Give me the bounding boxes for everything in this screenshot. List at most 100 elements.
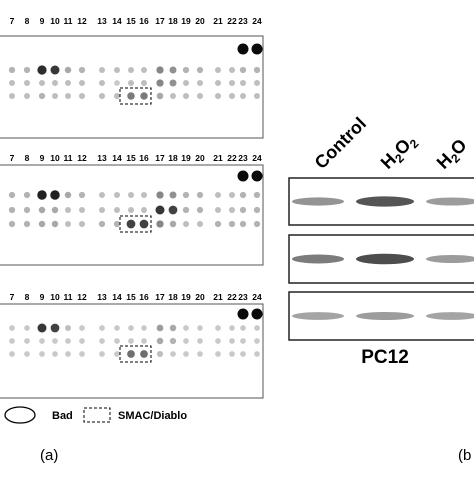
spot	[240, 338, 246, 344]
spot	[169, 191, 177, 199]
column-number: 23	[238, 153, 248, 163]
cell-line: PC12	[361, 347, 409, 368]
smac-box	[119, 87, 152, 105]
spot	[9, 80, 15, 86]
column-number: 10	[50, 292, 60, 302]
spot	[214, 220, 222, 228]
spot	[240, 325, 246, 331]
spot	[253, 191, 261, 199]
column-number: 15	[126, 16, 136, 26]
column-number: 24	[252, 153, 262, 163]
spot	[170, 93, 176, 99]
spot	[52, 80, 58, 86]
spot	[65, 207, 71, 213]
panel-label-a: (a)	[40, 447, 58, 464]
spot	[8, 66, 16, 74]
column-number: 18	[168, 153, 178, 163]
spot	[37, 323, 47, 333]
column-number: 24	[252, 16, 262, 26]
spot	[37, 190, 47, 200]
spot	[197, 221, 203, 227]
column-number: 14	[112, 292, 122, 302]
spot	[155, 205, 165, 215]
spot	[114, 80, 120, 86]
spot	[169, 220, 177, 228]
spot	[24, 93, 30, 99]
column-number: 8	[25, 16, 30, 26]
column-number: 11	[64, 153, 73, 163]
smac-box	[119, 215, 152, 233]
spot	[78, 66, 86, 74]
spot	[23, 66, 31, 74]
spot	[52, 351, 58, 357]
column-number: 24	[252, 292, 262, 302]
blot-frame	[288, 177, 474, 226]
array-membrane	[0, 35, 264, 139]
spot	[8, 206, 16, 214]
column-number: 22	[227, 16, 237, 26]
spot	[65, 221, 71, 227]
spot	[229, 192, 235, 198]
blot-band	[426, 312, 474, 320]
spot	[64, 66, 72, 74]
spot	[183, 93, 189, 99]
spot	[182, 206, 190, 214]
column-number: 10	[50, 153, 60, 163]
spot	[183, 351, 189, 357]
spot	[65, 93, 71, 99]
spot	[79, 338, 85, 344]
blot-frame	[288, 291, 474, 341]
spot	[65, 325, 71, 331]
spot	[156, 324, 164, 332]
spot	[182, 191, 190, 199]
spot	[183, 325, 189, 331]
spot	[156, 337, 164, 345]
legend-bad: Bad	[52, 410, 73, 422]
blot-band	[292, 254, 344, 264]
spot	[128, 207, 134, 213]
column-number: 20	[195, 153, 205, 163]
spot	[197, 80, 203, 86]
spot	[114, 207, 120, 213]
spot	[39, 80, 45, 86]
spot	[114, 192, 120, 198]
spot	[24, 80, 30, 86]
spot	[254, 325, 260, 331]
panel-label-b: (b	[458, 447, 471, 464]
spot	[196, 66, 204, 74]
spot	[169, 324, 177, 332]
column-number: 14	[112, 16, 122, 26]
spot	[196, 206, 204, 214]
spot	[127, 92, 135, 100]
blot-band	[426, 197, 474, 206]
spot	[79, 93, 85, 99]
spot	[141, 192, 147, 198]
column-number: 7	[10, 292, 15, 302]
spot	[65, 338, 71, 344]
spot	[253, 66, 261, 74]
spot	[9, 93, 15, 99]
spot	[215, 207, 221, 213]
legend-smac: SMAC/Diablo	[118, 410, 187, 422]
spot	[141, 80, 147, 86]
spot	[37, 65, 47, 75]
column-number: 16	[139, 292, 149, 302]
column-number: 14	[112, 153, 122, 163]
column-number: 21	[213, 153, 223, 163]
spot	[229, 325, 235, 331]
spot	[79, 221, 85, 227]
column-number: 23	[238, 292, 248, 302]
spot	[114, 93, 120, 99]
spot	[239, 220, 247, 228]
spot	[251, 43, 263, 55]
spot	[237, 308, 249, 320]
blot-band	[356, 312, 414, 320]
spot	[38, 206, 46, 214]
spot	[24, 325, 30, 331]
spot	[240, 93, 246, 99]
spot	[51, 220, 59, 228]
column-number: 17	[155, 292, 165, 302]
spot	[215, 351, 221, 357]
spot	[24, 351, 30, 357]
spot	[170, 351, 176, 357]
